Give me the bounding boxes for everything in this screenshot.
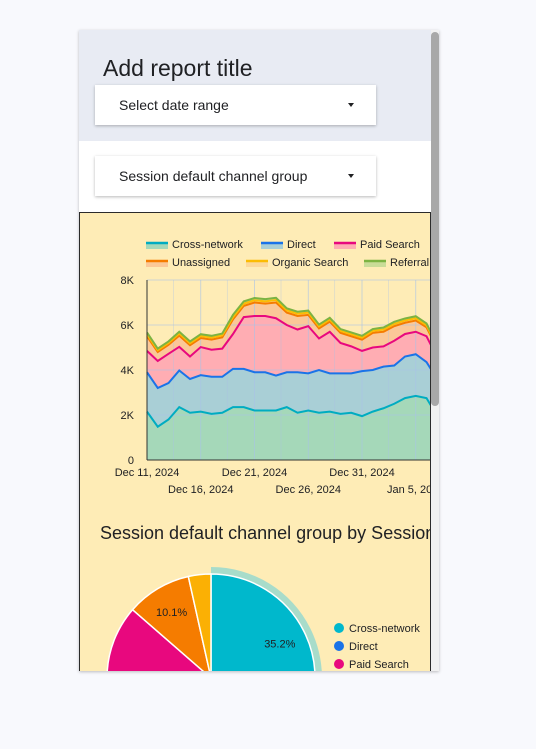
x-tick-label: Dec 26, 2024	[276, 484, 341, 496]
report-canvas: Add report title Select date range Sessi…	[79, 30, 439, 671]
pie-legend-item-cross-network[interactable]: Cross-network	[334, 623, 420, 636]
line-paid-search[interactable]	[146, 315, 431, 363]
legend-item-unassigned[interactable]: Unassigned	[146, 257, 230, 269]
legend-label: Cross-network	[349, 623, 420, 635]
pie-slice-label: 35.2%	[264, 638, 295, 650]
y-tick-label: 2K	[121, 410, 135, 422]
legend-swatch-icon	[146, 260, 168, 267]
legend-swatch-icon	[364, 260, 386, 267]
x-tick-label: Dec 16, 2024	[168, 484, 233, 496]
report-title[interactable]: Add report title	[103, 55, 253, 81]
x-tick-label: Jan 5, 2025	[387, 484, 431, 496]
y-tick-label: 8K	[121, 275, 135, 287]
pie-legend-item-direct[interactable]: Direct	[334, 641, 378, 654]
stacked-area-chart[interactable]: Cross-network Direct Paid Search Unassigned…	[80, 213, 431, 508]
legend-swatch-icon	[246, 260, 268, 267]
legend-item-organic-search[interactable]: Organic Search	[246, 257, 348, 269]
caret-down-icon	[348, 174, 354, 178]
pie-legend-item-paid-search[interactable]: Paid Search	[334, 659, 409, 671]
line-direct[interactable]	[146, 353, 431, 390]
legend-swatch-icon	[334, 242, 356, 249]
legend-label: Organic Search	[272, 257, 348, 269]
legend-item-referral[interactable]: Referral	[364, 257, 429, 269]
pie-slice-label: 10.1%	[156, 607, 187, 619]
x-tick-label: Dec 11, 2024	[115, 467, 180, 479]
legend-label: Paid Search	[360, 239, 420, 251]
legend-label: Referral	[390, 257, 429, 269]
x-tick-label: Dec 21, 2024	[222, 467, 287, 479]
line-unassigned[interactable]	[146, 301, 431, 354]
channel-group-label: Session default channel group	[119, 168, 308, 184]
legend-item-direct[interactable]: Direct	[261, 239, 316, 251]
legend-label: Paid Search	[349, 659, 409, 671]
channel-group-dropdown[interactable]: Session default channel group	[95, 156, 376, 196]
y-tick-label: 6K	[121, 320, 135, 332]
legend-dot-icon	[334, 641, 344, 651]
caret-down-icon	[348, 103, 354, 107]
legend-label: Direct	[349, 641, 378, 653]
legend-label: Direct	[287, 239, 316, 251]
date-range-dropdown[interactable]: Select date range	[95, 85, 376, 125]
line-referral[interactable]	[146, 296, 431, 351]
area-unassigned[interactable]	[147, 302, 431, 362]
legend-item-cross-network[interactable]: Cross-network	[146, 239, 243, 251]
pie-chart-title: Session default channel group by Session…	[100, 523, 431, 543]
scrollbar-thumb[interactable]	[431, 32, 439, 406]
legend-swatch-icon	[146, 242, 168, 249]
line-organic-search[interactable]	[146, 298, 431, 352]
area-cross-network[interactable]	[147, 395, 431, 460]
legend-item-paid-search[interactable]: Paid Search	[334, 239, 420, 251]
y-tick-label: 0	[128, 455, 134, 467]
pie-chart[interactable]: 35.2%22.7%10.1%	[80, 553, 431, 671]
legend-dot-icon	[334, 623, 344, 633]
y-tick-label: 4K	[121, 365, 135, 377]
legend-swatch-icon	[261, 242, 283, 249]
legend-dot-icon	[334, 659, 344, 669]
date-range-label: Select date range	[119, 97, 229, 113]
pie-slice-paid-search[interactable]	[106, 608, 211, 671]
pie-slice-organic-search[interactable]	[187, 573, 212, 671]
legend-label: Unassigned	[172, 257, 230, 269]
line-cross-network[interactable]	[146, 394, 431, 429]
x-tick-label: Dec 31, 2024	[329, 467, 394, 479]
legend-label: Cross-network	[172, 239, 243, 251]
chart-panel: Cross-network Direct Paid Search Unassigned…	[79, 212, 431, 671]
pie-slice-cross-network[interactable]	[210, 573, 316, 671]
